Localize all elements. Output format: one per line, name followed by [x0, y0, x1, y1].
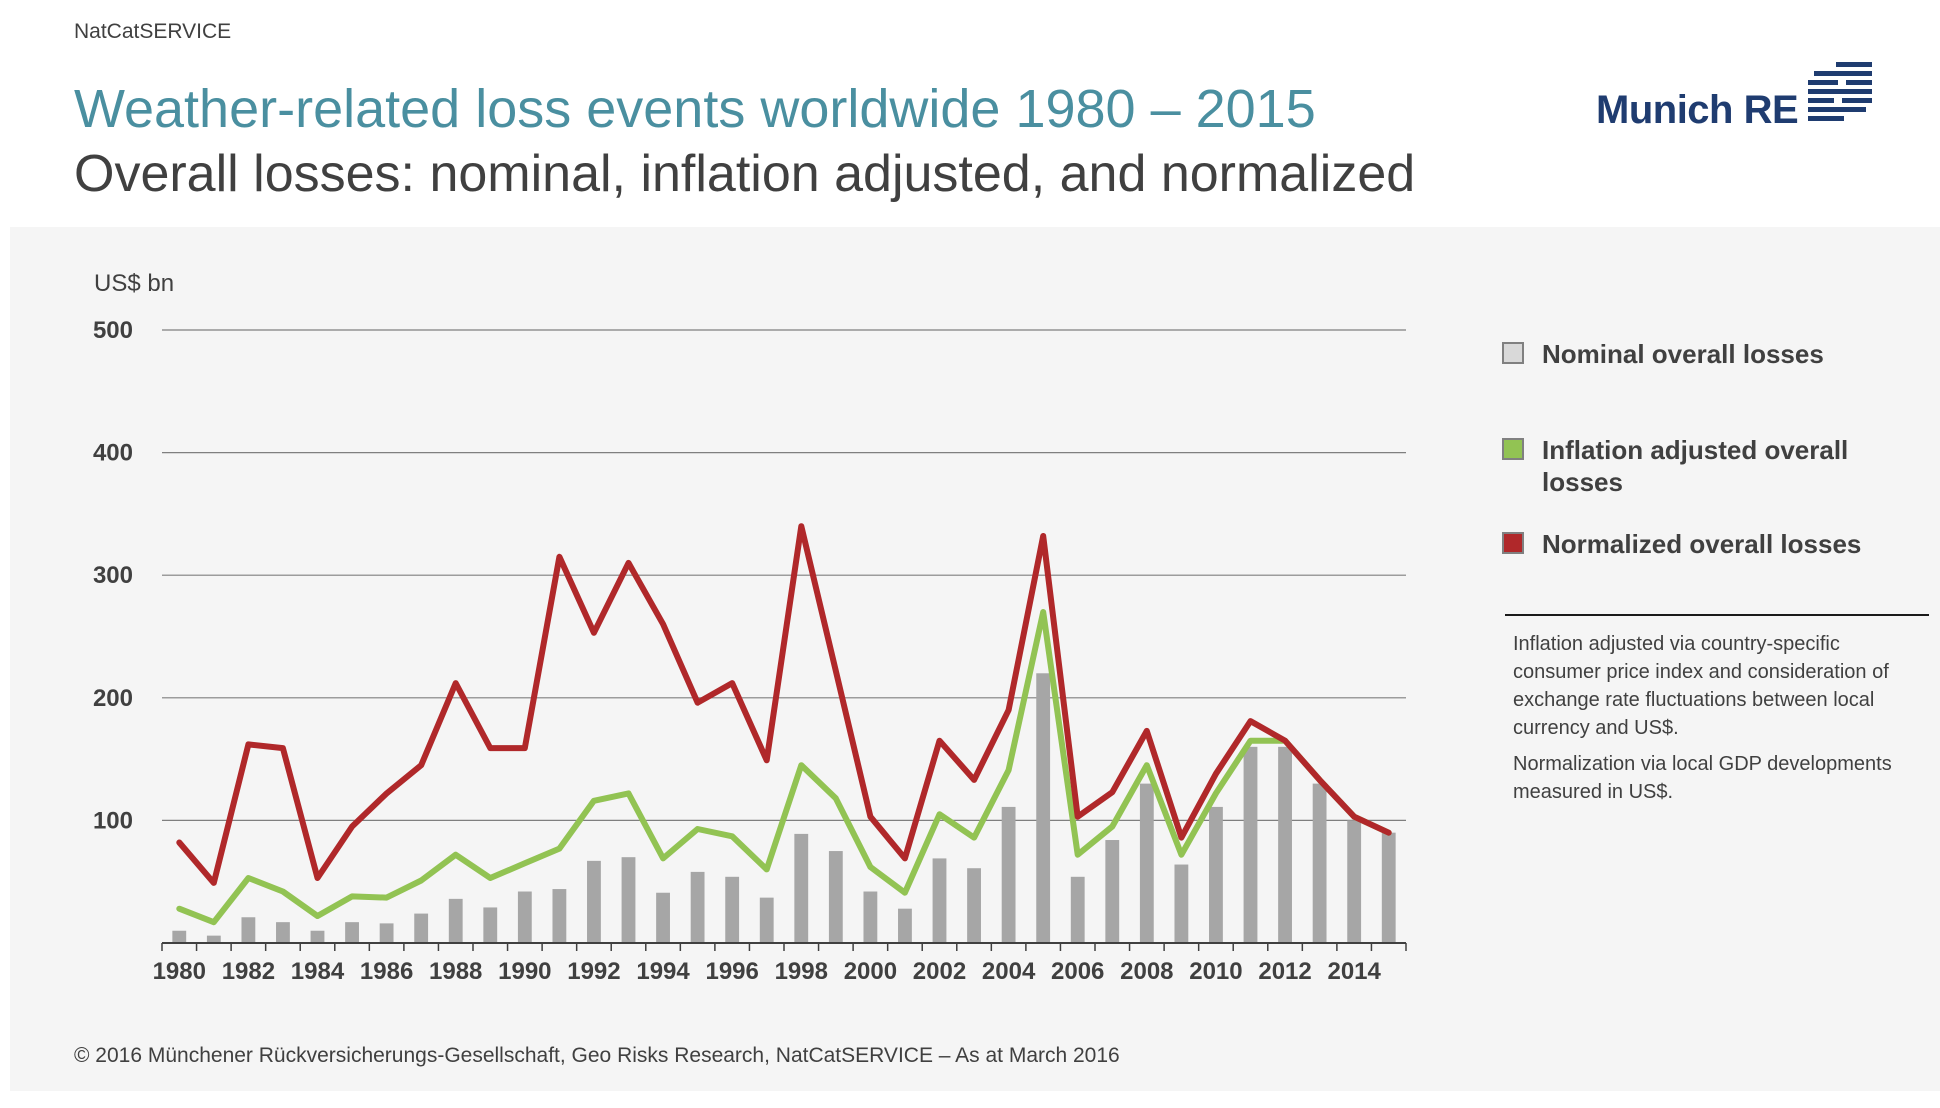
bar-nominal: [206, 935, 221, 943]
chart-panel: US$ bn 100 200 300 400 500 1980 1982 1984 1986 198…: [10, 227, 1940, 1091]
bar-nominal: [1001, 806, 1016, 943]
bar-nominal: [932, 858, 947, 943]
bar-nominal: [1105, 840, 1120, 943]
x-tick-label: 2010: [1189, 958, 1242, 985]
bar-nominal: [414, 913, 429, 943]
bar-nominal: [1209, 806, 1223, 943]
bar-nominal: [1036, 673, 1051, 943]
y-axis-label: US$ bn: [94, 270, 174, 297]
legend-swatch-normalized: [1502, 532, 1524, 554]
y-tick-label: 400: [93, 440, 133, 467]
logo-text: Munich RE: [1596, 88, 1799, 132]
page-title: Weather-related loss events worldwide 19…: [74, 79, 1316, 139]
bar-nominal: [552, 889, 567, 943]
x-tick-label: 2012: [1258, 958, 1311, 985]
loss-chart: US$ bn 100 200 300 400 500 1980 1982 1984 1986 198…: [93, 270, 1407, 985]
bar-nominal: [1347, 820, 1362, 943]
bar-nominal: [483, 907, 498, 943]
x-tick-label: 1990: [498, 958, 551, 985]
bar-nominal: [1312, 783, 1327, 943]
y-tick-label: 100: [93, 807, 133, 834]
bar-nominal: [1381, 832, 1396, 943]
service-label: NatCatSERVICE: [74, 20, 232, 43]
x-tick-label: 2014: [1327, 958, 1381, 985]
y-tick-label: 500: [93, 317, 133, 344]
x-tick-label: 2006: [1051, 958, 1104, 985]
bar-nominal: [1243, 746, 1258, 943]
y-tick-label: 200: [93, 685, 133, 712]
legend-label-nominal: Nominal overall losses: [1542, 339, 1824, 369]
x-tick-label: 1996: [705, 958, 758, 985]
bar-nominal: [828, 851, 843, 943]
x-tick-label: 2002: [913, 958, 966, 985]
bar-nominal: [1139, 783, 1154, 943]
line-inflation-adjusted: [176, 609, 1392, 926]
logo-mark-icon: [1808, 62, 1872, 121]
page-subtitle: Overall losses: nominal, inflation adjus…: [74, 145, 1416, 203]
x-tick-label: 2000: [844, 958, 897, 985]
bar-nominal: [379, 923, 394, 943]
bar-nominal: [310, 930, 325, 943]
y-tick-label: 300: [93, 562, 133, 589]
bar-nominal: [759, 897, 774, 943]
note-normalization: Normalization via local GDP developments…: [1513, 753, 1892, 803]
x-tick-label: 1984: [291, 958, 345, 985]
x-tick-label: 1988: [429, 958, 482, 985]
bar-nominal: [898, 908, 912, 943]
legend-label-inflation: Inflation adjusted overall losses: [1542, 435, 1849, 497]
x-tick-label: 1982: [222, 958, 275, 985]
x-tick-label: 1986: [360, 958, 413, 985]
copyright-footer: © 2016 Münchener Rückversicherungs-Gesel…: [74, 1044, 1120, 1067]
note-inflation: Inflation adjusted via country-specific …: [1513, 633, 1889, 739]
x-tick-label: 2008: [1120, 958, 1173, 985]
legend-divider: [1505, 614, 1929, 616]
bar-nominal: [345, 922, 359, 943]
legend-swatch-inflation: [1502, 438, 1524, 460]
bar-nominal: [794, 833, 809, 943]
bar-nominal: [276, 922, 290, 943]
bar-nominal: [172, 930, 187, 943]
x-tick-label: 1994: [636, 958, 690, 985]
bar-nominal: [656, 892, 670, 943]
line-normalized: [176, 523, 1392, 886]
bar-nominal: [621, 857, 636, 943]
bar-nominal: [1278, 746, 1292, 943]
bar-nominal: [967, 868, 981, 943]
bar-nominal: [448, 898, 463, 943]
x-tick-label: 1998: [775, 958, 828, 985]
bar-nominal: [1174, 864, 1189, 943]
bar-nominal: [517, 891, 532, 943]
x-tick-label: 2004: [982, 958, 1036, 985]
bar-nominal: [241, 917, 256, 943]
bar-nominal: [1070, 876, 1085, 943]
bar-nominal: [587, 860, 601, 943]
bar-nominal: [863, 891, 878, 943]
x-tick-label: 1980: [153, 958, 206, 985]
legend-label-normalized: Normalized overall losses: [1542, 529, 1862, 559]
x-tick-label: 1992: [567, 958, 620, 985]
bar-nominal: [725, 876, 740, 943]
bar-nominal: [690, 871, 705, 943]
legend-swatch-nominal: [1502, 342, 1524, 364]
